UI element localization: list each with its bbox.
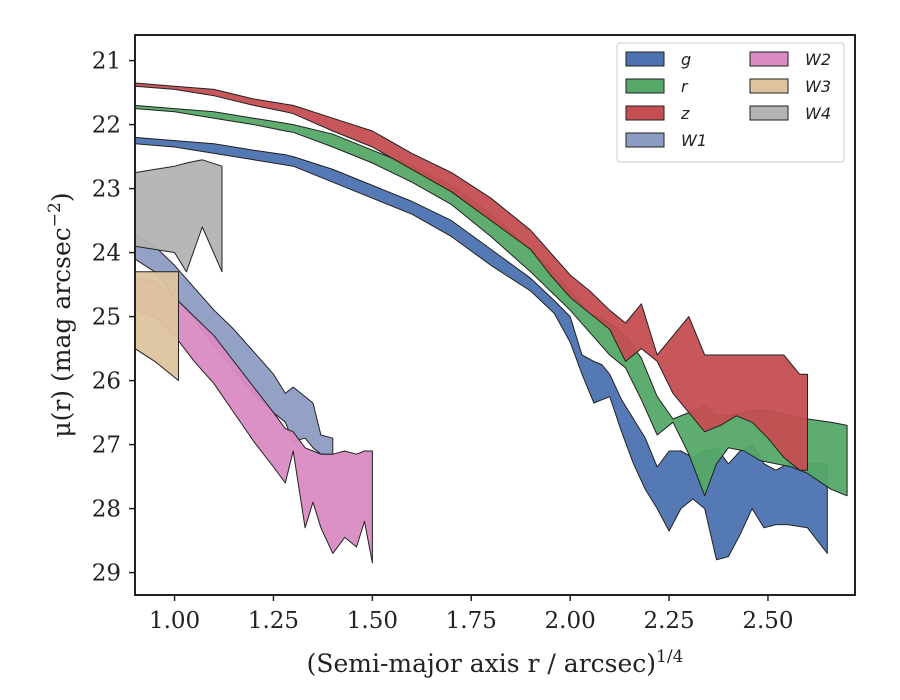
legend-swatch-w2 bbox=[749, 51, 789, 67]
y-axis-label-superscript: −2 bbox=[45, 202, 65, 227]
legend-swatch-w4 bbox=[749, 105, 789, 121]
x-tick-label: 1.25 bbox=[248, 608, 299, 634]
x-tick-label: 1.50 bbox=[347, 608, 398, 634]
y-axis-label: μ(r) (mag arcsec−2) bbox=[45, 192, 76, 437]
legend-swatch-g bbox=[625, 51, 665, 67]
y-tick-label: 27 bbox=[92, 433, 121, 459]
series-band-w3 bbox=[135, 271, 179, 382]
legend-swatch-r bbox=[625, 78, 665, 94]
x-tick-label: 1.00 bbox=[149, 608, 200, 634]
x-axis-label: (Semi-major axis r / arcsec)1/4 bbox=[307, 647, 684, 678]
y-tick-label: 21 bbox=[92, 49, 121, 75]
series-band-w2 bbox=[135, 277, 373, 564]
x-tick-label: 1.75 bbox=[446, 608, 497, 634]
y-tick-label: 24 bbox=[92, 241, 121, 267]
legend-label-z: z bbox=[680, 104, 690, 123]
y-tick-label: 28 bbox=[92, 497, 121, 523]
series-band-g bbox=[135, 136, 828, 561]
y-axis: 21 22 23 24 25 26 27 28 29 bbox=[92, 49, 135, 587]
plot-frame bbox=[134, 34, 856, 596]
legend-label-w2: W2 bbox=[805, 50, 831, 69]
x-axis-label-superscript: 1/4 bbox=[656, 647, 683, 667]
x-tick-label: 2.00 bbox=[545, 608, 596, 634]
series-layer bbox=[135, 82, 848, 564]
y-tick-label: 29 bbox=[92, 561, 121, 587]
x-tick-label: 2.50 bbox=[742, 608, 793, 634]
series-band-w4 bbox=[135, 159, 223, 273]
legend-label-w1: W1 bbox=[681, 131, 707, 150]
x-tick-label: 2.25 bbox=[643, 608, 694, 634]
legend-label-g: g bbox=[681, 50, 691, 69]
legend-swatch-w3 bbox=[749, 78, 789, 94]
y-tick-label: 22 bbox=[92, 113, 121, 139]
y-tick-label: 26 bbox=[92, 369, 121, 395]
legend-label-w4: W4 bbox=[805, 104, 831, 123]
series-band-z bbox=[135, 82, 808, 471]
y-tick-label: 23 bbox=[92, 177, 121, 203]
legend-label-r: r bbox=[681, 77, 689, 96]
y-axis-label-suffix: ) bbox=[47, 192, 76, 202]
y-tick-label: 25 bbox=[92, 305, 121, 331]
legend-label-w3: W3 bbox=[805, 77, 831, 96]
legend-swatch-z bbox=[625, 105, 665, 121]
legend-swatch-w1 bbox=[625, 132, 665, 148]
legend-frame bbox=[616, 42, 845, 163]
x-axis: 1.00 1.25 1.50 1.75 2.00 2.25 2.50 bbox=[149, 595, 794, 634]
legend: grz W1 W2 W3 W4 bbox=[616, 42, 845, 163]
